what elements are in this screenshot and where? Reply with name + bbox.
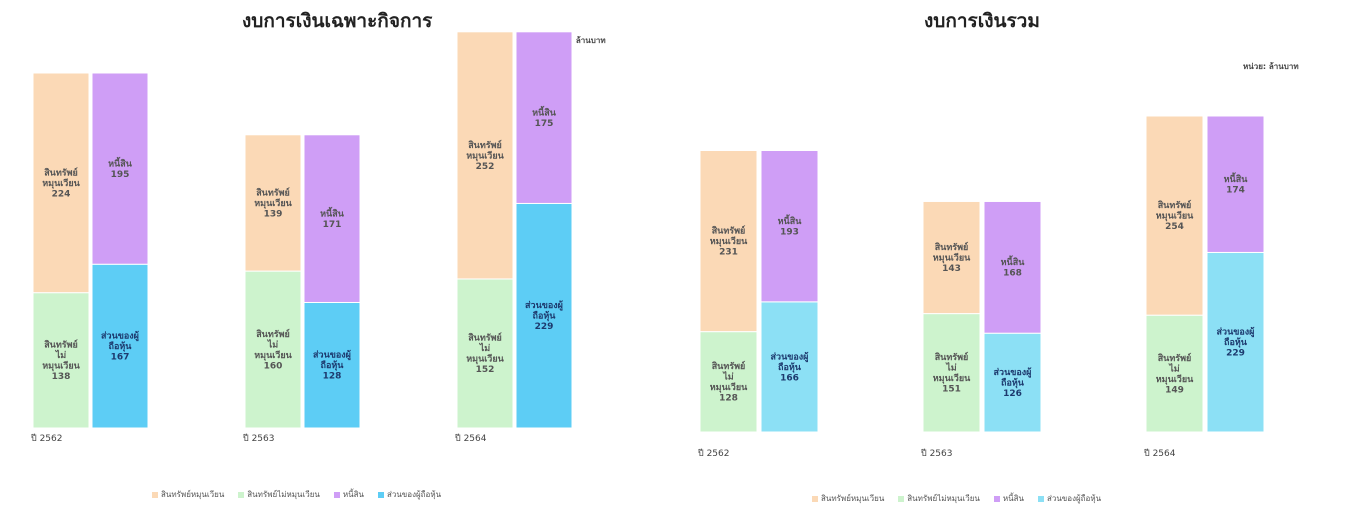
data-label: สินทรัพย์หมุนเวียน 231 — [710, 225, 748, 258]
data-label: สินทรัพย์หมุนเวียน 224 — [42, 166, 80, 199]
bar-segment — [699, 150, 758, 333]
legend-label: สินทรัพย์ไม่หมุนเวียน — [247, 490, 320, 499]
bar-segment — [699, 331, 758, 433]
legend-item-liabilities: หนี้สิน — [993, 492, 1024, 505]
bar-segment — [91, 263, 149, 429]
data-label: ส่วนของผู้ถือหุ้น 167 — [101, 331, 139, 363]
legend-item-current-assets: สินทรัพย์หมุนเวียน — [152, 488, 224, 501]
chart-legend: สินทรัพย์หมุนเวียน สินทรัพย์ไม่หมุนเวียน… — [812, 492, 1101, 505]
legend-swatch — [812, 495, 818, 502]
bar-segment — [244, 134, 302, 272]
bar-segment — [922, 313, 981, 433]
legend-label: หนี้สิน — [1002, 494, 1024, 503]
legend-label: สินทรัพย์หมุนเวียน — [161, 490, 225, 499]
chart-separate-financials: งบการเงินเฉพาะกิจการ หน่วย: ล้านบาท สินท… — [0, 0, 660, 510]
legend-label: หนี้สิน — [342, 490, 364, 499]
legend-swatch — [333, 491, 340, 498]
x-tick-label: ปี 2563 — [243, 433, 275, 444]
chart-plot: สินทรัพย์ไม่หมุนเวียน 138 สินทรัพย์หมุนเวี… — [31, 31, 573, 444]
legend-item-liabilities: หนี้สิน — [333, 488, 364, 501]
bar-segment — [303, 134, 361, 303]
legend-label: สินทรัพย์หมุนเวียน — [821, 494, 885, 503]
chart-title: งบการเงินรวม — [924, 10, 1040, 32]
legend-label: ส่วนของผู้ถือหุ้น — [1046, 494, 1102, 503]
data-label: หนี้สิน 193 — [778, 214, 803, 238]
data-label: สินทรัพย์หมุนเวียน 143 — [933, 241, 971, 274]
bar-segment — [760, 150, 819, 303]
legend-item-noncurrent-assets: สินทรัพย์ไม่หมุนเวียน — [898, 492, 980, 505]
bar-segment — [456, 278, 514, 429]
x-tick-label: ปี 2562 — [698, 448, 730, 459]
legend-swatch — [238, 491, 245, 498]
bar-segment — [1206, 115, 1265, 253]
bar-segment — [760, 301, 819, 433]
legend-swatch — [377, 491, 384, 498]
data-label: สินทรัพย์หมุนเวียน 254 — [1156, 199, 1194, 232]
legend-item-noncurrent-assets: สินทรัพย์ไม่หมุนเวียน — [238, 488, 320, 501]
legend-label: สินทรัพย์ไม่หมุนเวียน — [907, 494, 980, 503]
legend-item-equity: ส่วนของผู้ถือหุ้น — [1037, 492, 1102, 505]
data-label: สินทรัพย์ไม่หมุนเวียน 152 — [466, 332, 504, 376]
bar-segment — [922, 200, 981, 315]
data-label: สินทรัพย์หมุนเวียน 252 — [466, 139, 504, 172]
x-tick-label: ปี 2564 — [1144, 448, 1176, 459]
legend-swatch — [1037, 495, 1044, 502]
bar-segment — [515, 202, 573, 429]
legend-swatch — [993, 495, 1000, 502]
data-label: ส่วนของผู้ถือหุ้น 229 — [1217, 327, 1255, 359]
bar-segment — [91, 72, 149, 265]
data-label: ส่วนของผู้ถือหุ้น 126 — [994, 367, 1032, 399]
unit-label: หน่วย: ล้านบาท — [1243, 62, 1299, 71]
data-label: หนี้สิน 171 — [320, 206, 345, 230]
data-label: หนี้สิน 195 — [108, 156, 133, 180]
bar-segment — [1206, 251, 1265, 433]
legend-item-current-assets: สินทรัพย์หมุนเวียน — [812, 492, 884, 505]
data-label: หนี้สิน 175 — [532, 105, 557, 129]
data-label: สินทรัพย์ไม่หมุนเวียน 160 — [254, 328, 292, 372]
legend-swatch — [898, 495, 905, 502]
bar-segment — [983, 200, 1042, 334]
data-label: ส่วนของผู้ถือหุ้น 229 — [525, 300, 563, 332]
data-label: สินทรัพย์หมุนเวียน 139 — [254, 186, 292, 219]
bar-segment — [1145, 115, 1204, 316]
bar-segment — [32, 72, 90, 294]
data-label: ส่วนของผู้ถือหุ้น 166 — [771, 351, 809, 383]
bar-segment — [515, 31, 573, 204]
legend-label: ส่วนของผู้ถือหุ้น — [386, 490, 442, 499]
chart-title: งบการเงินเฉพาะกิจการ — [242, 10, 433, 32]
data-label: หนี้สิน 174 — [1224, 172, 1249, 196]
x-tick-label: ปี 2564 — [455, 433, 487, 444]
bar-segment — [983, 332, 1042, 433]
data-label: สินทรัพย์ไม่หมุนเวียน 138 — [42, 339, 80, 383]
chart-legend: สินทรัพย์หมุนเวียน สินทรัพย์ไม่หมุนเวียน… — [152, 488, 441, 501]
legend-swatch — [152, 491, 158, 498]
data-label: ส่วนของผู้ถือหุ้น 128 — [313, 350, 351, 382]
data-label: สินทรัพย์ไม่หมุนเวียน 128 — [710, 360, 748, 404]
x-tick-label: ปี 2563 — [921, 448, 953, 459]
bar-segment — [456, 31, 514, 280]
bar-segment — [1145, 314, 1204, 433]
chart-consolidated-financials: งบการเงินรวม หน่วย: ล้านบาท สินทรัพย์ไม่… — [660, 0, 1346, 510]
bar-segment — [303, 301, 361, 429]
x-tick-label: ปี 2562 — [31, 433, 63, 444]
bar-segment — [32, 292, 90, 429]
chart-plot: สินทรัพย์ไม่หมุนเวียน 128 สินทรัพย์หมุนเวี… — [698, 115, 1265, 459]
unit-label: หน่วย: ล้านบาท — [550, 36, 606, 45]
data-label: หนี้สิน 168 — [1001, 255, 1026, 279]
data-label: สินทรัพย์ไม่หมุนเวียน 151 — [933, 351, 971, 395]
data-label: สินทรัพย์ไม่หมุนเวียน 149 — [1156, 352, 1194, 396]
legend-item-equity: ส่วนของผู้ถือหุ้น — [377, 488, 442, 501]
